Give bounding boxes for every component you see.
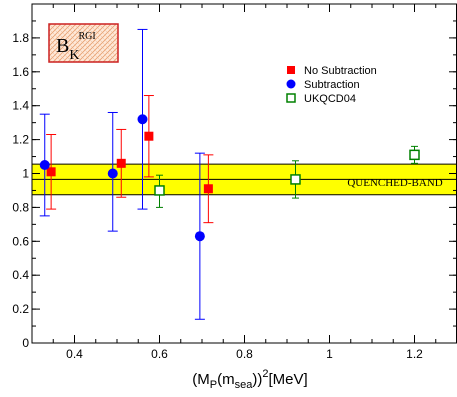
y-tick-label: 0.2 xyxy=(12,302,29,316)
y-tick-label: 1.2 xyxy=(12,133,29,147)
inset-label-box xyxy=(48,23,119,63)
series-ukqcd04 xyxy=(154,145,420,208)
x-tick-label: 0.6 xyxy=(151,347,168,361)
x-tick-label: 1 xyxy=(326,347,333,361)
band-label: QUENCHED-BAND xyxy=(347,177,442,189)
legend-marker xyxy=(286,93,296,103)
data-point xyxy=(290,174,301,185)
y-tick-label: 1.4 xyxy=(12,99,29,113)
y-tick-label: 1 xyxy=(22,167,29,181)
series-no-subtraction xyxy=(46,95,214,224)
y-tick-label: 1.8 xyxy=(12,31,29,45)
data-point xyxy=(144,131,154,141)
inset-label-text: BKRGI xyxy=(56,31,96,63)
data-point xyxy=(137,114,148,125)
legend-marker xyxy=(286,79,296,89)
data-point xyxy=(203,184,213,194)
legend-label: Subtraction xyxy=(304,79,360,91)
y-tick-label: 0.4 xyxy=(12,268,29,282)
y-tick-label: 1.6 xyxy=(12,65,29,79)
x-axis-title: (MP(msea))2[MeV] xyxy=(192,368,307,391)
data-point xyxy=(409,149,420,161)
data-point xyxy=(154,185,165,196)
y-tick-label: 0 xyxy=(22,336,29,350)
data-point xyxy=(39,160,50,171)
legend-label: No Subtraction xyxy=(304,65,377,77)
axis-ticks: 0.4 0.6 0.8 1 1.2 0 0.2 0.4 0.6 0.8 1 1.2 1.4 1.6 1.8 xyxy=(12,3,457,361)
data-point xyxy=(46,167,56,177)
legend-label: UKQCD04 xyxy=(304,93,356,105)
quenched-band: QUENCHED-BAND xyxy=(32,163,457,196)
data-point xyxy=(194,231,205,242)
data-point xyxy=(116,158,126,168)
x-tick-label: 0.4 xyxy=(66,347,83,361)
y-tick-label: 0.6 xyxy=(12,234,29,248)
x-tick-label: 1.2 xyxy=(406,347,423,361)
inset-label: BKRGI xyxy=(48,23,119,63)
x-tick-label: 0.8 xyxy=(236,347,253,361)
series-subtraction xyxy=(39,28,205,320)
y-tick-label: 0.8 xyxy=(12,200,29,214)
data-point xyxy=(107,168,118,179)
legend: No Subtraction Subtraction UKQCD04 xyxy=(286,65,377,105)
data-marks xyxy=(39,28,420,320)
legend-marker xyxy=(287,66,295,74)
